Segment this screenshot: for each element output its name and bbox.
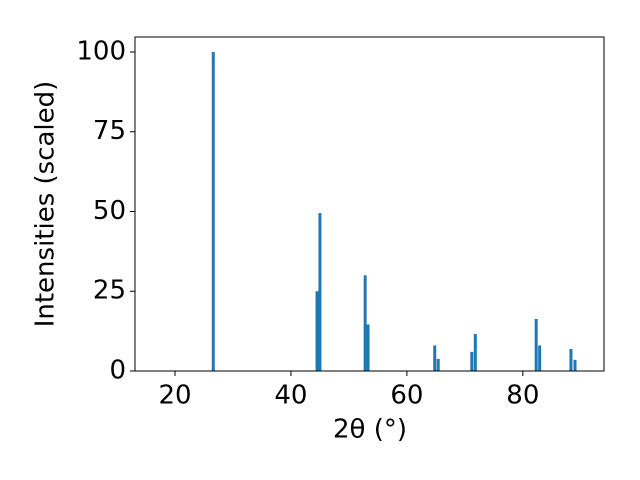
y-tick-label: 100 [76, 36, 126, 66]
bar [538, 345, 542, 371]
bar [534, 319, 538, 371]
bar [573, 359, 577, 371]
y-axis-label: Intensities (scaled) [31, 81, 61, 328]
bar [470, 351, 474, 371]
x-tick-label: 20 [158, 381, 191, 411]
bar [211, 51, 215, 371]
bar [366, 324, 370, 371]
x-axis-label: 2θ (°) [333, 415, 407, 445]
x-tick-label: 40 [274, 381, 307, 411]
bar [433, 345, 437, 371]
bar [318, 213, 322, 371]
y-tick-label: 0 [109, 356, 126, 386]
y-tick-label: 25 [93, 276, 126, 306]
x-tick-label: 80 [506, 381, 539, 411]
x-tick-label: 60 [390, 381, 423, 411]
y-tick-label: 75 [93, 116, 126, 146]
bar [473, 333, 477, 371]
bar [436, 358, 440, 371]
bar [363, 275, 367, 371]
bar [569, 348, 573, 371]
plot-frame [134, 36, 605, 372]
y-tick-label: 50 [93, 196, 126, 226]
bar [315, 291, 319, 371]
